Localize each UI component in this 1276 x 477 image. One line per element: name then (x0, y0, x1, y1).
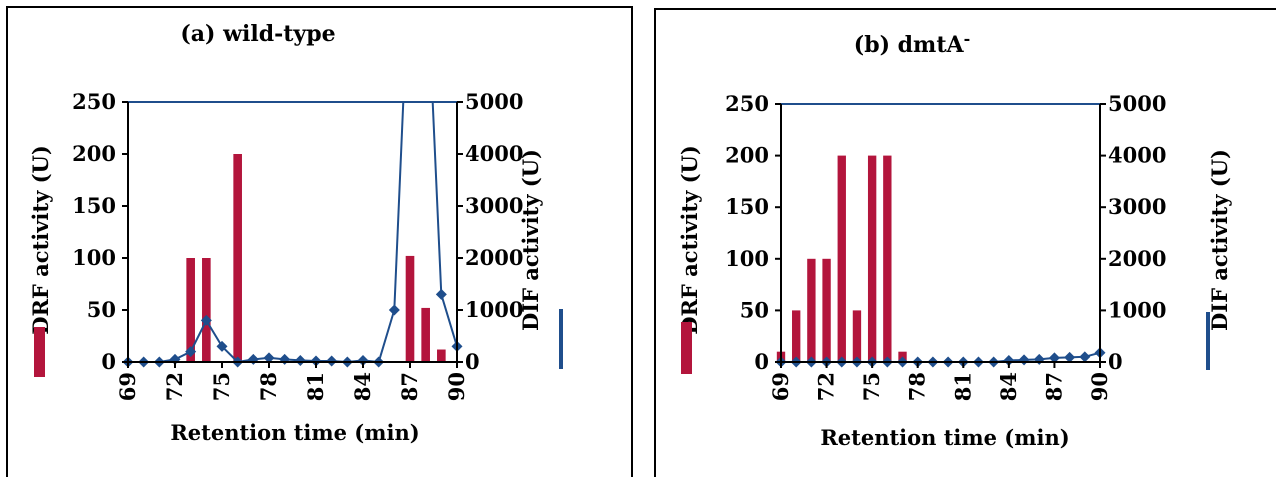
panel-a-title: (a) wild-type (180, 21, 335, 47)
panel-a-drf-bar (437, 349, 446, 362)
panel-b-y-right-tick-label: 0 (1108, 349, 1123, 374)
panel-a-dif-point (200, 314, 212, 326)
panel-a-dif-point (185, 346, 197, 358)
panel-b-frame (654, 8, 1276, 477)
panel-b-dif-legend-swatch (1206, 312, 1210, 370)
panel-a-y-left-tick-label: 200 (72, 141, 116, 166)
panel-b-x-axis-label: Retention time (min) (820, 425, 1069, 450)
panel-a-y-left-tick-label: 100 (72, 245, 116, 270)
panel-b-dif-point (1018, 354, 1030, 366)
panel-a-y-right-tick-label: 0 (465, 349, 480, 374)
panel-b-drf-bar (792, 310, 801, 362)
panel-a-x-tick-label: 81 (303, 372, 328, 401)
panel-b-x-tick-label: 87 (1041, 372, 1066, 401)
panel-b-y-left-tick-label: 200 (725, 143, 769, 168)
panel-b-y-left-tick-label: 0 (754, 349, 769, 374)
panel-b-dif-line (781, 351, 1100, 362)
panel-b-x-tick-label: 78 (905, 372, 930, 401)
panel-a-drf-bar (233, 154, 242, 362)
panel-a-x-tick-label: 84 (350, 372, 375, 401)
panel-b-x-tick-label: 84 (996, 372, 1021, 401)
panel-a-drf-bar (202, 258, 211, 362)
panel-a-dif-line (128, 102, 457, 362)
panel-a-frame (6, 6, 633, 477)
panel-b-drf-bar (837, 155, 846, 362)
panel-b-y-right-tick-label: 3000 (1108, 194, 1166, 219)
panel-b-x-tick-label: 72 (814, 372, 839, 401)
panel-a-y-left-tick-label: 150 (72, 193, 116, 218)
panel-a-y-right-label: DIF activity (U) (518, 149, 543, 331)
panel-b-y-left-tick-label: 100 (725, 246, 769, 271)
panel-a-dif-legend-swatch (559, 309, 563, 369)
panel-a-x-tick-label: 69 (115, 372, 140, 401)
panel-a-x-axis-label: Retention time (min) (170, 420, 419, 445)
panel-b-drf-legend-swatch (681, 322, 692, 374)
panel-b-dif-point (1003, 354, 1015, 366)
panel-a-dif-point (216, 340, 228, 352)
panel-b-y-right-tick-label: 5000 (1108, 91, 1166, 116)
panel-b-dif-point (1048, 352, 1060, 364)
panel-b-y-left-tick-label: 150 (725, 194, 769, 219)
panel-a-dif-point (326, 355, 338, 367)
panel-b-plot: 0 50 100 150 200 250 0 1000 2000 3000 4000 5000 69 72… (725, 91, 1166, 401)
panel-b-y-right-label: DIF activity (U) (1207, 149, 1232, 331)
panel-a-y-right-tick-label: 1000 (465, 297, 523, 322)
panel-b-x-tick-label: 69 (768, 372, 793, 401)
panel-b-y-left-tick-label: 250 (725, 91, 769, 116)
panel-a-dif-point (310, 355, 322, 367)
panel-b-y-right-tick-label: 2000 (1108, 246, 1166, 271)
panel-b-x-tick-label: 75 (859, 372, 884, 401)
panel-a-x-tick-label: 87 (397, 372, 422, 401)
panel-b-drf-bar (822, 258, 831, 362)
panel-a-y-right-tick-label: 2000 (465, 245, 523, 270)
panel-a-dif-point (263, 352, 275, 364)
panel-a-dif-point (357, 354, 369, 366)
panel-b-drf-bar (852, 310, 862, 362)
panel-a-dif-point (279, 353, 291, 365)
panel-a-y-right-tick-label: 5000 (465, 89, 523, 114)
panel-a-x-tick-label: 72 (162, 372, 187, 401)
panel-b-y-left-label: DRF activity (U) (677, 145, 702, 335)
panel-a-drf-bar (421, 307, 430, 362)
panel-a-y-right-tick-label: 3000 (465, 193, 523, 218)
panel-a-x-tick-label: 78 (256, 372, 281, 401)
panel-b-y-right-tick-label: 1000 (1108, 297, 1166, 322)
panel-b-dif-point (1064, 351, 1076, 363)
panel-a-dif-point (247, 353, 259, 365)
panel-a-y-left-tick-label: 0 (101, 349, 116, 374)
panel-a-drf-legend-swatch (34, 327, 45, 377)
panel-b-drf-bar (883, 155, 892, 362)
panel-b-x-tick-label: 90 (1087, 372, 1112, 401)
panel-a-plot: 0 50 100 150 200 250 0 1000 2000 3000 4000 5000 69 72… (72, 89, 523, 401)
panel-b-y-right-tick-label: 4000 (1108, 143, 1166, 168)
panel-a-dif-point (435, 288, 447, 300)
panel-b-drf-bar (807, 258, 816, 362)
panel-a-x-tick-label: 75 (209, 372, 234, 401)
panel-b-title-superscript: - (964, 29, 971, 48)
panel-b-x-tick-label: 81 (950, 372, 975, 401)
panel-a-y-left-tick-label: 50 (87, 297, 116, 322)
panel-a-drf-bar (186, 258, 195, 362)
panel-a-y-left-tick-label: 250 (72, 89, 116, 114)
panel-b-y-left-tick-label: 50 (740, 297, 769, 322)
panel-b-dif-point (1033, 353, 1045, 365)
panel-b-drf-bar (867, 155, 877, 362)
panel-a-y-right-tick-label: 4000 (465, 141, 523, 166)
panel-a-dif-point (294, 354, 306, 366)
panel-a-y-left-label: DRF activity (U) (28, 145, 53, 335)
panel-a-drf-bar (405, 255, 415, 362)
panel-a-x-tick-label: 90 (444, 372, 469, 401)
panel-b-title: (b) dmtA- (854, 29, 970, 58)
panel-b-dif-point (1079, 351, 1091, 363)
panel-a-dif-point (388, 304, 400, 316)
panel-b-title-text: (b) dmtA (854, 32, 965, 58)
